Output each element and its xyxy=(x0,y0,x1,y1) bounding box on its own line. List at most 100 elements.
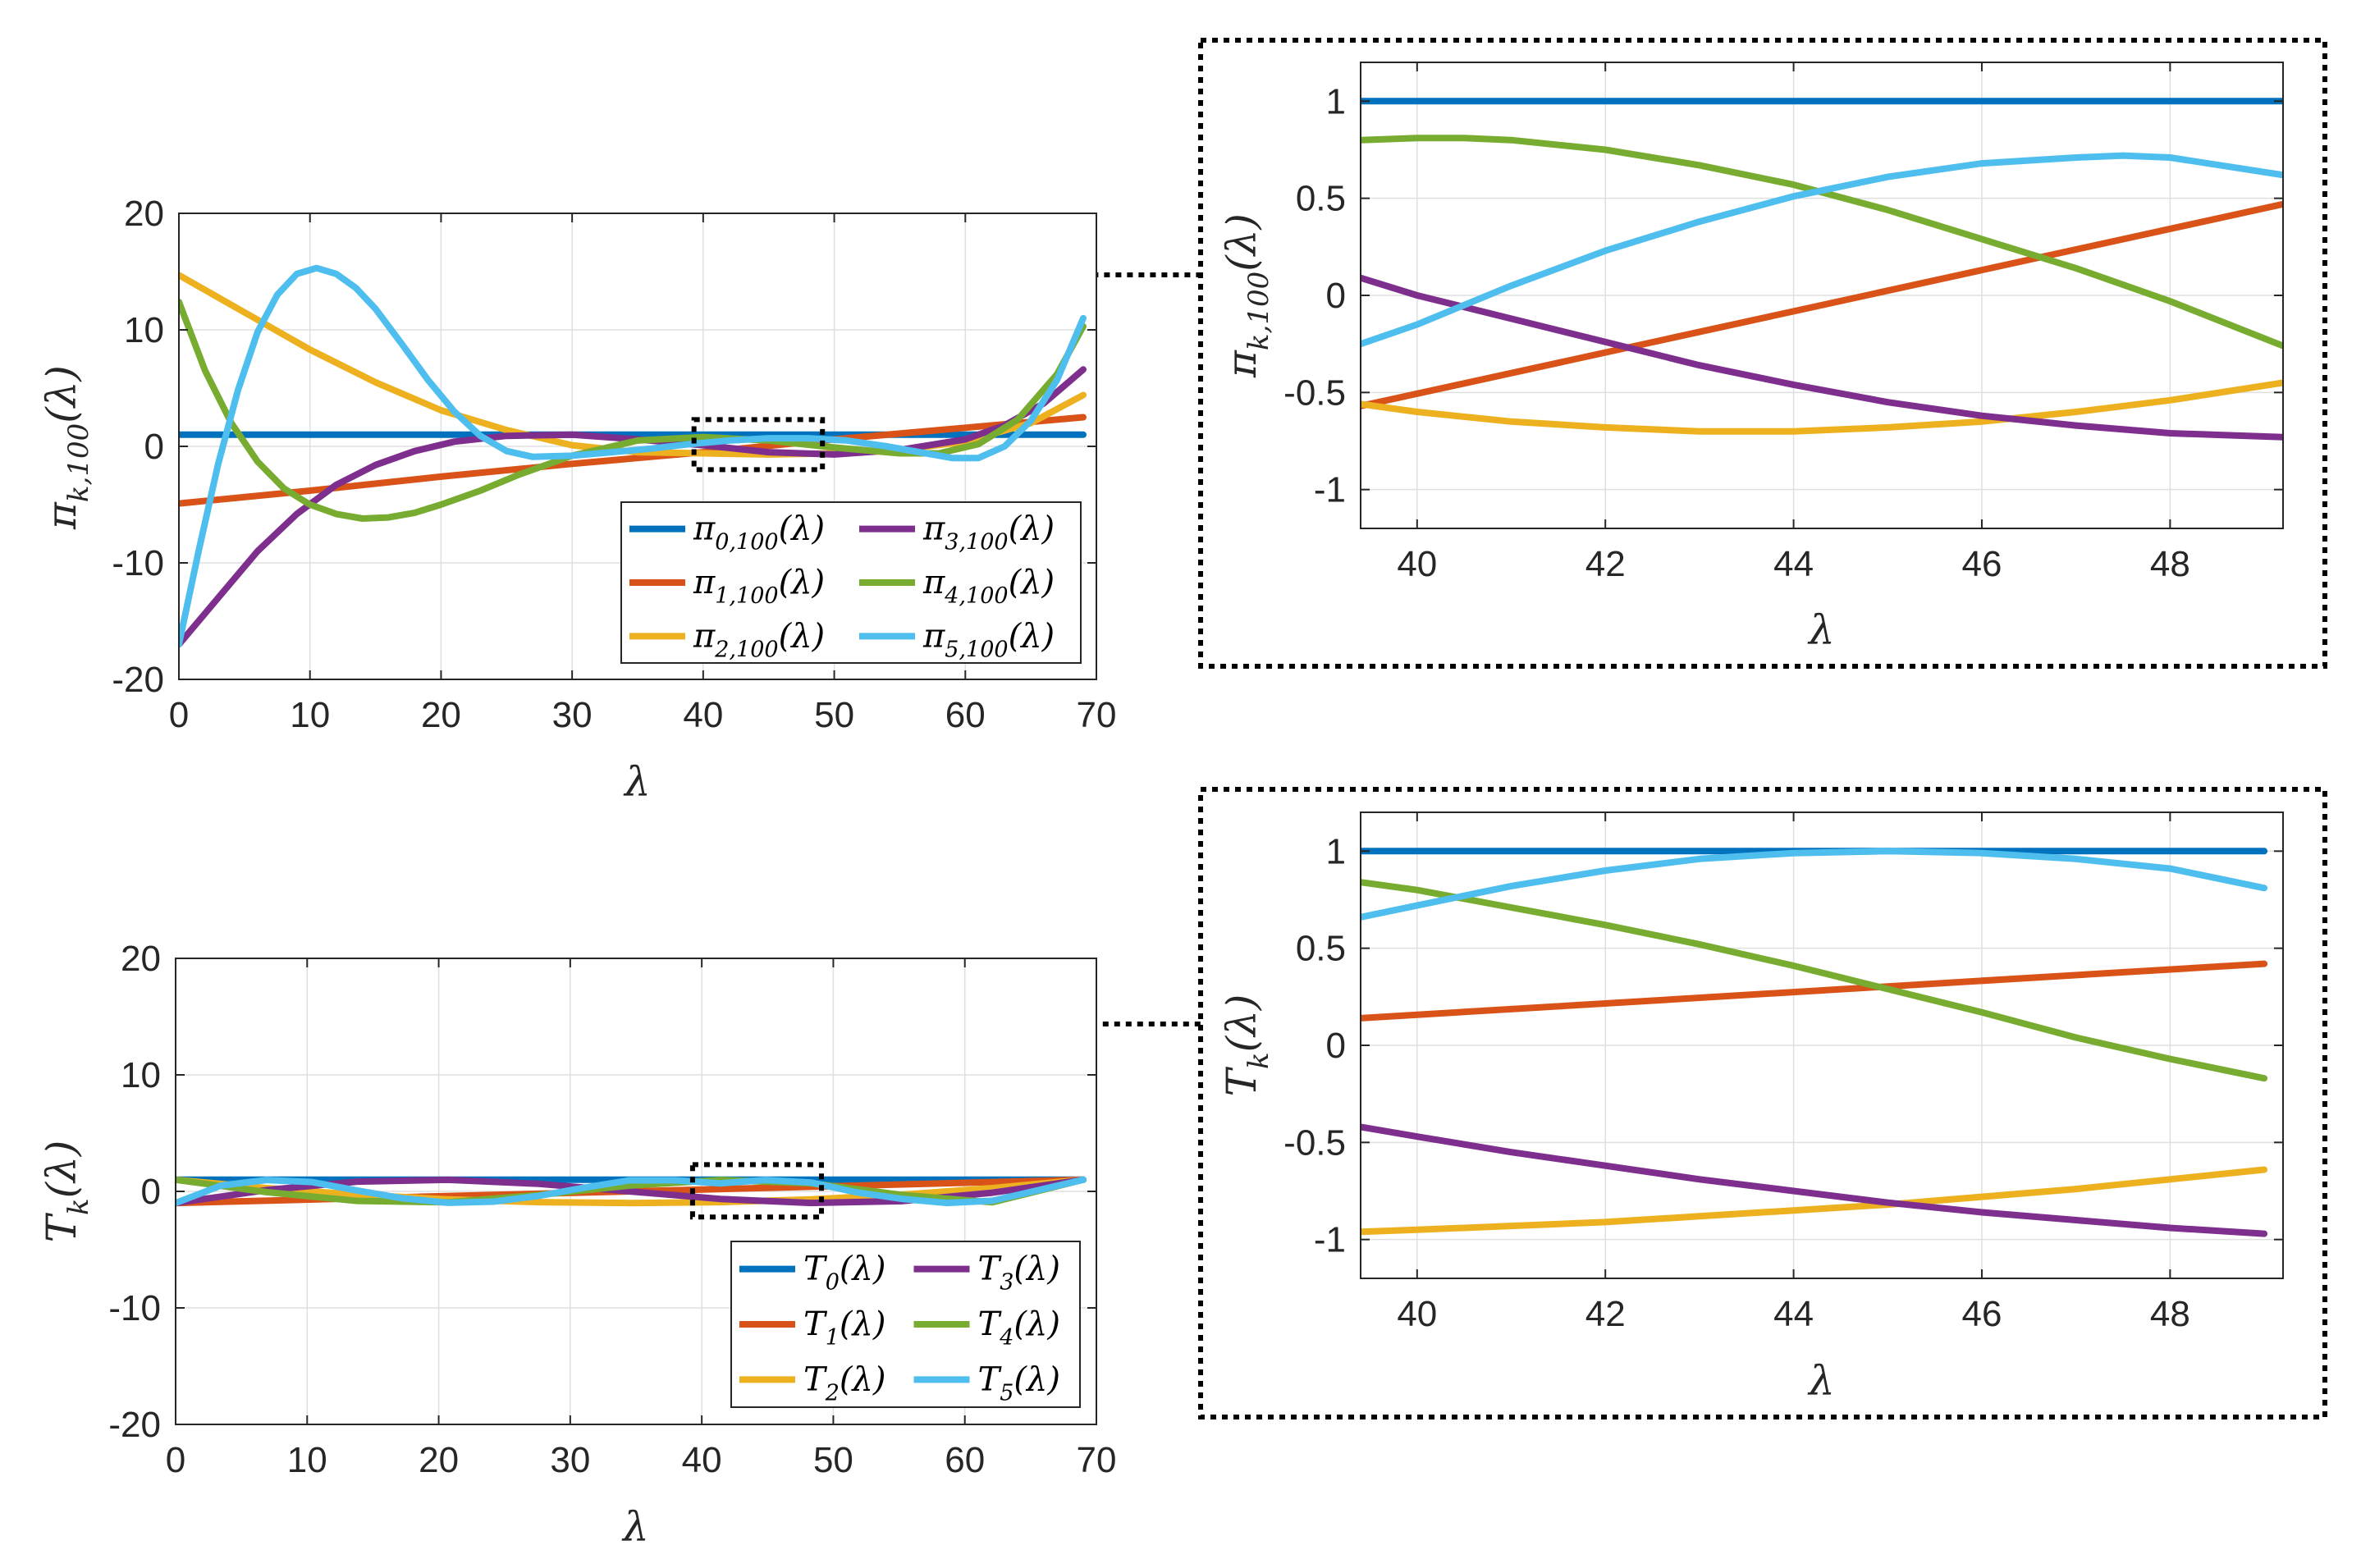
pi-main-legend-label-5-symbol: π xyxy=(922,617,945,655)
pi-main-legend-label-2: π2,100(λ) xyxy=(693,617,825,662)
pi-main-xtick-label-7: 70 xyxy=(1077,695,1117,735)
t-main-legend-label-4-subscript: 4 xyxy=(999,1325,1013,1351)
pi-zoom-xtick-label-0: 40 xyxy=(1397,544,1437,584)
t-main-panel: 0 10 20 30 40 50 60 70-20-1001020λTk(λ)T0(λ)T1(… xyxy=(38,939,1116,1551)
pi-zoom-panel: 40 42 44 46 48 -1 -0.5 0 0.5 1 λ πk,100(λ) xyxy=(1218,62,2284,654)
pi-main-ytick-label-2: 0 xyxy=(144,427,164,467)
pi-main-xtick-label-0: 0 xyxy=(169,695,189,735)
pi-zoom-xlabel: λ xyxy=(1807,606,1835,654)
pi-main-legend-label-1-argument: (λ) xyxy=(779,564,826,601)
t-main-legend-label-3-argument: (λ) xyxy=(1013,1250,1060,1288)
t-main-series-5 xyxy=(176,1176,1087,1207)
pi-main-ylabel-symbol: π xyxy=(38,501,85,530)
t-main-xlabel: λ xyxy=(621,1503,649,1551)
t-main-ytick-label-0: -20 xyxy=(108,1405,161,1445)
pi-main-legend-label-4: π4,100(λ) xyxy=(922,564,1055,609)
pi-main-legend-label-3-argument: (λ) xyxy=(1009,510,1055,548)
pi-main-legend-label-2-subscript: 2,100 xyxy=(714,637,778,662)
pi-main-zoom-window xyxy=(691,417,826,473)
pi-zoom-frame xyxy=(1198,38,2327,669)
t-main-legend-label-1-argument: (λ) xyxy=(840,1305,886,1343)
t-main-xtick-label-2: 20 xyxy=(419,1440,459,1480)
t-main-series-2 xyxy=(176,1176,1087,1207)
t-zoom-ytick-label-2: 0 xyxy=(1326,1026,1346,1066)
t-zoom-xtick-label-0: 40 xyxy=(1397,1294,1437,1334)
t-zoom-series-3 xyxy=(1361,1123,2268,1237)
t-main-xtick-label-5: 50 xyxy=(813,1440,853,1480)
pi-main-legend-label-4-argument: (λ) xyxy=(1009,564,1055,601)
pi-zoom-xtick-label-2: 44 xyxy=(1773,544,1814,584)
pi-main-xlabel: λ xyxy=(623,758,651,806)
pi-main-legend-label-3-symbol: π xyxy=(922,510,945,548)
pi-zoom-ytick-label-0: -1 xyxy=(1314,470,1346,510)
t-zoom-ylabel-argument: (λ) xyxy=(1218,994,1265,1053)
pi-zoom-ylabel-symbol: π xyxy=(1218,350,1265,378)
pi-main-panel: 0 10 20 30 40 50 60 70-20-1001020λπk,100(λ)π0,1… xyxy=(38,194,1116,806)
t-main-xtick-label-6: 60 xyxy=(945,1440,985,1480)
pi-main-legend-label-0: π0,100(λ) xyxy=(693,510,825,555)
pi-main-legend-label-0-subscript: 0,100 xyxy=(715,530,778,555)
t-zoom-ylabel-subscript: k xyxy=(1242,1052,1275,1069)
pi-main-legend-label-0-argument: (λ) xyxy=(779,510,826,548)
pi-main-ylabel: πk,100(λ) xyxy=(38,365,95,530)
t-zoom-ytick-label-1: -0.5 xyxy=(1283,1122,1346,1163)
t-zoom-xtick-label-1: 42 xyxy=(1585,1294,1626,1334)
t-zoom-ytick-label-3: 0.5 xyxy=(1296,929,1346,969)
pi-zoom-xtick-label-3: 46 xyxy=(1962,544,2002,584)
pi-zoom-series-2 xyxy=(1361,379,2283,435)
pi-main-ylabel-subscript: k,100 xyxy=(62,423,95,502)
pi-zoom-series-4 xyxy=(1361,135,2283,350)
pi-main-legend-label-0-symbol: π xyxy=(693,510,716,548)
t-main-legend-label-1-subscript: 1 xyxy=(826,1325,840,1351)
t-main-legend: T0(λ)T1(λ)T2(λ)T3(λ)T4(λ)T5(λ) xyxy=(730,1241,1081,1408)
t-zoom-xtick-label-3: 46 xyxy=(1962,1294,2002,1334)
pi-zoom-xtick-label-1: 42 xyxy=(1585,544,1626,584)
t-main-legend-label-1: T1(λ) xyxy=(803,1305,885,1351)
t-main-ylabel-subscript: k xyxy=(62,1198,95,1215)
t-main-ytick-label-1: -10 xyxy=(108,1288,161,1328)
t-zoom-xtick-label-2: 44 xyxy=(1773,1294,1814,1334)
t-main-legend-label-1-symbol: T xyxy=(803,1305,828,1343)
pi-main-series-5 xyxy=(179,264,1087,648)
t-zoom-series-2 xyxy=(1361,1166,2268,1236)
pi-main-ytick-label-3: 10 xyxy=(124,310,164,350)
pi-zoom-series-3 xyxy=(1361,274,2283,441)
t-main-legend-label-3-symbol: T xyxy=(978,1250,1003,1288)
t-main-legend-label-4: T4(λ) xyxy=(978,1305,1060,1351)
pi-zoom-series-1 xyxy=(1361,200,2283,409)
t-main-legend-label-5-symbol: T xyxy=(978,1360,1003,1398)
pi-main-legend: π0,100(λ)π1,100(λ)π2,100(λ)π3,100(λ)π4,1… xyxy=(620,501,1082,664)
t-zoom-frame xyxy=(1198,787,2327,1419)
pi-main-series-4 xyxy=(179,298,1087,522)
t-main-ylabel: Tk(λ) xyxy=(38,1141,95,1243)
t-main-xtick-label-1: 10 xyxy=(287,1440,327,1480)
pi-zoom-ytick-label-4: 1 xyxy=(1326,81,1346,121)
pi-main-ylabel-argument: (λ) xyxy=(38,365,85,423)
t-main-legend-label-5-argument: (λ) xyxy=(1013,1360,1060,1398)
pi-main-ytick-label-0: -20 xyxy=(112,660,164,700)
t-main-xtick-label-4: 40 xyxy=(682,1440,722,1480)
t-main-legend-label-0-symbol: T xyxy=(803,1250,828,1288)
pi-main-legend-label-5-subscript: 5,100 xyxy=(945,637,1008,662)
pi-main-xtick-label-2: 20 xyxy=(421,695,461,735)
pi-zoom-ylabel-argument: (λ) xyxy=(1218,213,1265,272)
t-zoom-ylabel-symbol: T xyxy=(1218,1066,1265,1096)
t-main-legend-label-4-argument: (λ) xyxy=(1013,1305,1060,1343)
pi-main-legend-label-3: π3,100(λ) xyxy=(922,510,1055,555)
t-main-legend-label-0: T0(λ) xyxy=(803,1250,885,1296)
t-main-xtick-label-0: 0 xyxy=(166,1440,185,1480)
t-main-legend-label-5-subscript: 5 xyxy=(1000,1380,1013,1406)
t-zoom-series-4 xyxy=(1361,879,2268,1082)
pi-main-legend-label-4-subscript: 4,100 xyxy=(944,583,1008,609)
t-zoom-xlabel: λ xyxy=(1807,1357,1835,1405)
pi-main-legend-box xyxy=(620,501,1082,664)
t-zoom-ytick-label-0: -1 xyxy=(1314,1220,1346,1260)
t-main-xtick-label-7: 70 xyxy=(1077,1440,1117,1480)
pi-zoom-ylabel-subscript: k,100 xyxy=(1242,272,1275,350)
pi-main-legend-label-4-symbol: π xyxy=(922,564,945,601)
pi-main-ytick-label-4: 20 xyxy=(124,194,164,234)
pi-main-legend-label-5: π5,100(λ) xyxy=(922,617,1055,662)
pi-main-series-3 xyxy=(179,366,1087,648)
pi-zoom-series-5 xyxy=(1361,152,2283,348)
pi-main-xtick-label-4: 40 xyxy=(683,695,723,735)
